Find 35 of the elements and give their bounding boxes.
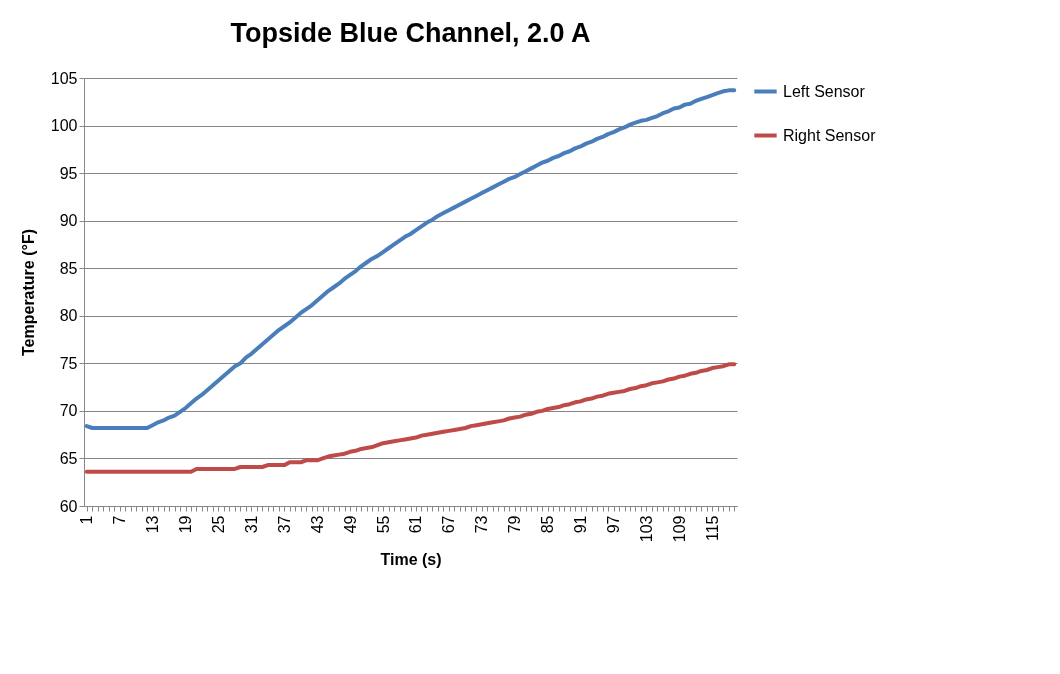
y-tick-label: 90 bbox=[59, 212, 78, 230]
x-tick-label: 31 bbox=[242, 515, 260, 534]
x-tick-label: 103 bbox=[637, 515, 655, 543]
x-tick-label: 61 bbox=[407, 515, 425, 534]
x-tick-label: 79 bbox=[506, 515, 524, 534]
y-tick-label: 105 bbox=[50, 69, 78, 87]
x-tick-label: 7 bbox=[111, 515, 129, 525]
y-tick-label: 100 bbox=[50, 117, 78, 135]
legend-label: Left Sensor bbox=[783, 82, 866, 100]
x-tick-label: 85 bbox=[539, 515, 557, 534]
x-tick-label: 19 bbox=[177, 515, 195, 534]
x-tick-label: 109 bbox=[670, 515, 688, 543]
x-tick-label: 91 bbox=[572, 515, 590, 534]
x-axis-title: Time (s) bbox=[380, 551, 442, 569]
y-tick-label: 65 bbox=[59, 449, 78, 467]
y-tick-label: 75 bbox=[59, 354, 78, 372]
y-axis-title: Temperature (°F) bbox=[19, 228, 37, 357]
y-tick-label: 70 bbox=[59, 402, 78, 420]
legend-label: Right Sensor bbox=[783, 126, 877, 144]
chart-title: Topside Blue Channel, 2.0 A bbox=[230, 18, 591, 48]
x-tick-label: 43 bbox=[308, 515, 326, 534]
x-tick-label: 115 bbox=[703, 515, 721, 542]
x-tick-label: 13 bbox=[144, 515, 162, 534]
x-tick-label: 97 bbox=[605, 515, 623, 534]
y-tick-label: 60 bbox=[59, 497, 78, 515]
x-tick-label: 1 bbox=[78, 515, 96, 525]
x-tick-label: 25 bbox=[209, 515, 227, 534]
x-tick-label: 49 bbox=[341, 515, 359, 534]
y-tick-label: 80 bbox=[59, 307, 78, 325]
x-tick-label: 37 bbox=[275, 515, 293, 534]
x-tick-label: 55 bbox=[374, 515, 392, 534]
x-tick-label: 67 bbox=[440, 515, 458, 534]
x-tick-label: 73 bbox=[473, 515, 491, 534]
y-tick-label: 85 bbox=[59, 259, 78, 277]
y-tick-label: 95 bbox=[59, 164, 78, 182]
